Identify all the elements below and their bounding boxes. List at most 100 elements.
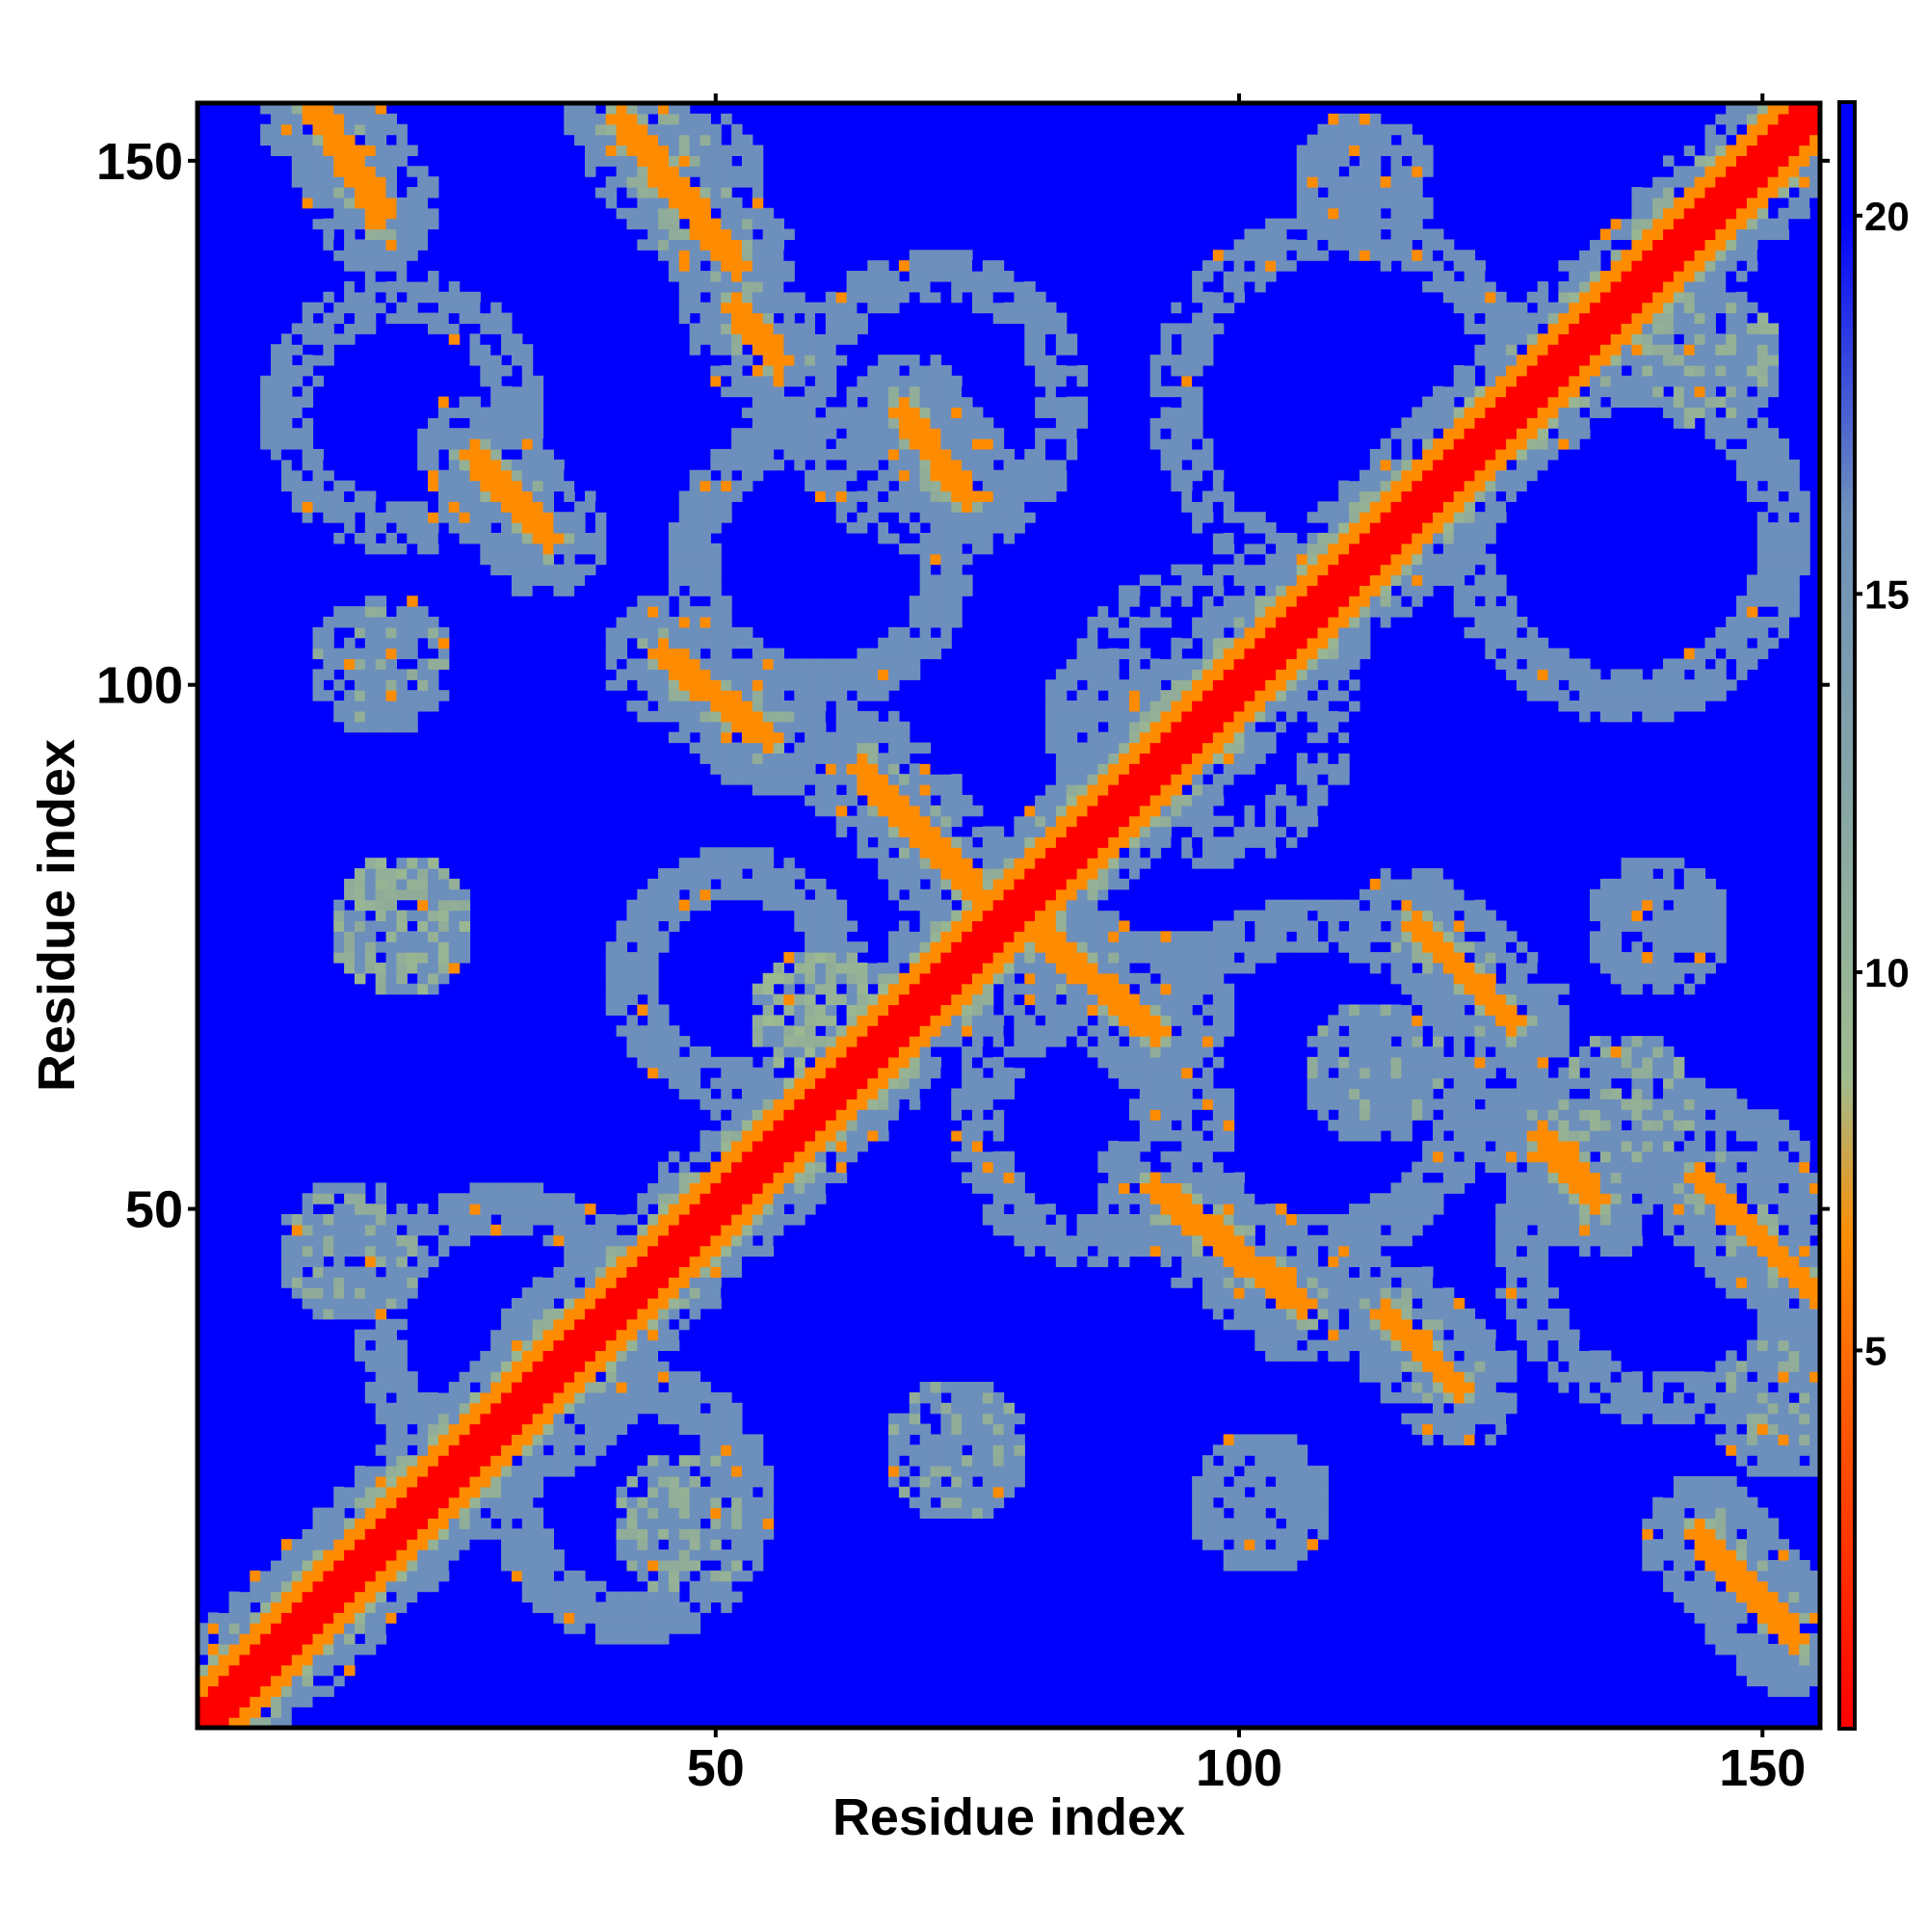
heatmap-cell bbox=[637, 888, 648, 901]
heatmap-cell bbox=[962, 983, 973, 995]
heatmap-cell bbox=[584, 103, 596, 115]
heatmap-cell bbox=[762, 701, 775, 712]
heatmap-cell bbox=[825, 888, 837, 901]
heatmap-cell bbox=[459, 1518, 471, 1529]
heatmap-cell bbox=[616, 1486, 628, 1498]
heatmap-cell bbox=[511, 1193, 523, 1204]
heatmap-cell bbox=[385, 920, 398, 932]
heatmap-cell bbox=[521, 1382, 534, 1393]
heatmap-cell bbox=[731, 1182, 743, 1194]
heatmap-cell bbox=[940, 490, 952, 502]
heatmap-cell bbox=[312, 123, 324, 136]
heatmap-cell bbox=[721, 1120, 732, 1131]
heatmap-cell bbox=[260, 1685, 272, 1697]
heatmap-cell bbox=[323, 1182, 334, 1194]
heatmap-cell bbox=[637, 113, 648, 125]
heatmap-cell bbox=[354, 1182, 366, 1194]
heatmap-cell bbox=[951, 512, 963, 523]
heatmap-cell bbox=[930, 899, 941, 912]
heatmap-cell bbox=[407, 1224, 418, 1236]
heatmap-cell bbox=[490, 1350, 502, 1362]
heatmap-cell bbox=[752, 1140, 764, 1152]
heatmap-cell bbox=[1066, 888, 1078, 901]
heatmap-cell bbox=[710, 364, 722, 377]
heatmap-cell bbox=[1014, 888, 1025, 901]
heatmap-cell bbox=[521, 1475, 534, 1488]
heatmap-cell bbox=[354, 690, 366, 701]
heatmap-cell bbox=[647, 1539, 659, 1550]
heatmap-cell bbox=[323, 469, 334, 482]
heatmap-cell bbox=[825, 763, 837, 775]
heatmap-cell bbox=[323, 690, 334, 701]
heatmap-cell bbox=[375, 658, 387, 670]
heatmap-cell bbox=[521, 1204, 534, 1215]
heatmap-cell bbox=[940, 1402, 952, 1415]
heatmap-cell bbox=[501, 501, 513, 513]
heatmap-cell bbox=[480, 344, 491, 356]
heatmap-cell bbox=[647, 1466, 659, 1477]
heatmap-cell bbox=[689, 344, 701, 356]
heatmap-cell bbox=[741, 878, 753, 890]
heatmap-cell bbox=[731, 1539, 743, 1550]
heatmap-cell bbox=[626, 1298, 638, 1310]
heatmap-cell bbox=[511, 1496, 523, 1509]
heatmap-cell bbox=[773, 731, 785, 744]
heatmap-cell bbox=[521, 1361, 534, 1372]
heatmap-cell bbox=[1045, 742, 1057, 754]
heatmap-cell bbox=[762, 742, 775, 754]
heatmap-cell bbox=[417, 448, 429, 461]
heatmap-cell bbox=[626, 1318, 638, 1331]
heatmap-cell bbox=[564, 1623, 575, 1634]
heatmap-cell bbox=[302, 428, 314, 439]
heatmap-cell bbox=[1024, 355, 1036, 366]
heatmap-cell bbox=[605, 993, 618, 1006]
heatmap-cell bbox=[647, 616, 659, 628]
heatmap-cell bbox=[710, 1475, 722, 1488]
heatmap-cell bbox=[333, 239, 345, 251]
heatmap-cell bbox=[835, 690, 848, 701]
heatmap-cell bbox=[480, 1466, 491, 1477]
heatmap-cell bbox=[689, 1475, 701, 1488]
heatmap-cell bbox=[741, 1570, 753, 1582]
heatmap-cell bbox=[962, 931, 973, 942]
heatmap-cell bbox=[982, 1466, 994, 1477]
heatmap-cell bbox=[584, 564, 596, 576]
heatmap-cell bbox=[647, 1045, 659, 1058]
heatmap-cell bbox=[271, 1623, 282, 1634]
heatmap-cell bbox=[1014, 962, 1025, 974]
heatmap-cell bbox=[469, 459, 481, 471]
heatmap-cell bbox=[773, 868, 785, 880]
heatmap-cell bbox=[647, 187, 659, 198]
heatmap-cell bbox=[721, 731, 732, 744]
heatmap-cell bbox=[626, 187, 638, 198]
heatmap-cell bbox=[731, 1507, 743, 1520]
heatmap-cell bbox=[616, 1025, 628, 1037]
heatmap-cell bbox=[971, 1098, 984, 1110]
heatmap-cell bbox=[762, 763, 775, 775]
heatmap-cell bbox=[207, 1717, 220, 1728]
heatmap-cell bbox=[428, 669, 439, 680]
heatmap-cell bbox=[511, 585, 523, 596]
heatmap-cell bbox=[1035, 396, 1046, 409]
heatmap-cell bbox=[846, 794, 858, 807]
heatmap-cell bbox=[741, 1507, 753, 1520]
heatmap-cell bbox=[344, 512, 356, 523]
heatmap-cell bbox=[689, 1298, 701, 1310]
heatmap-cell bbox=[280, 1580, 293, 1593]
heatmap-cell bbox=[626, 983, 638, 995]
heatmap-cell bbox=[878, 658, 889, 670]
heatmap-cell bbox=[951, 448, 963, 461]
heatmap-cell bbox=[605, 941, 618, 953]
heatmap-cell bbox=[385, 1444, 398, 1456]
heatmap-cell bbox=[731, 669, 743, 680]
heatmap-cell bbox=[658, 1339, 670, 1352]
heatmap-cell bbox=[647, 972, 659, 985]
heatmap-cell bbox=[218, 1643, 230, 1655]
heatmap-cell bbox=[354, 721, 366, 733]
heatmap-cell bbox=[280, 1277, 293, 1288]
heatmap-cell bbox=[992, 836, 1005, 848]
heatmap-cell bbox=[344, 710, 356, 723]
heatmap-cell bbox=[930, 417, 941, 429]
heatmap-cell bbox=[448, 899, 461, 912]
heatmap-cell bbox=[375, 1539, 387, 1550]
